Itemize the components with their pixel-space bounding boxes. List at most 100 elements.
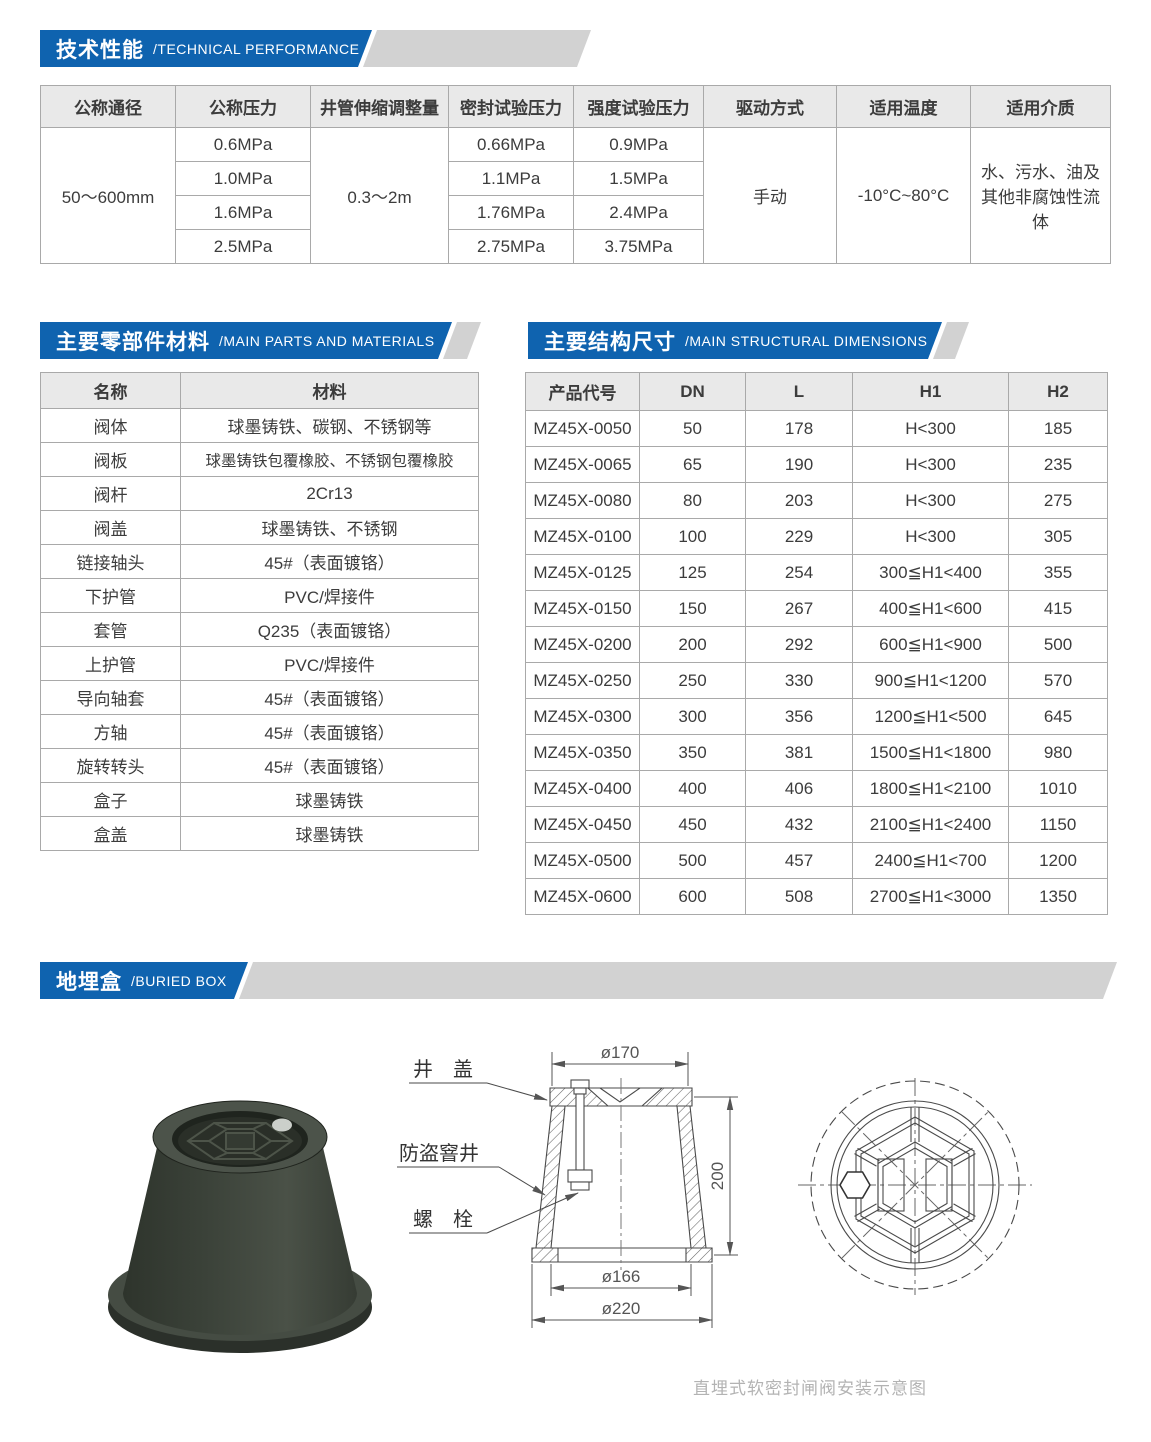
banner-title-en: /MAIN PARTS AND MATERIALS	[219, 332, 435, 349]
table-cell: 381	[745, 734, 853, 771]
table-row: MZ45X-0150 150 267 400≦H1<600 415	[525, 590, 1108, 627]
performance-table: 公称通径 公称压力 井管伸缩调整量 密封试验压力 强度试验压力 驱动方式 适用温…	[40, 85, 1111, 264]
table-row: 阀杆 2Cr13	[40, 476, 479, 511]
table-cell: 178	[745, 410, 853, 447]
table-cell: MZ45X-0500	[525, 842, 640, 879]
table-row: 阀板 球墨铸铁包覆橡胶、不锈钢包覆橡胶	[40, 442, 479, 477]
table-cell: 267	[745, 590, 853, 627]
label-well-cover: 井 盖	[409, 1058, 548, 1101]
table-cell: 300≦H1<400	[852, 554, 1009, 591]
table-cell: MZ45X-0065	[525, 446, 640, 483]
table-cell: 0.9MPa	[573, 127, 704, 162]
table-cell: 2400≦H1<700	[852, 842, 1009, 879]
table-cell: 0.66MPa	[448, 127, 574, 162]
table-cell: 600	[639, 878, 746, 915]
col-header: 适用温度	[836, 85, 971, 128]
table-cell: MZ45X-0200	[525, 626, 640, 663]
table-cell: 1500≦H1<1800	[852, 734, 1009, 771]
table-cell: 45#（表面镀铬）	[180, 748, 479, 783]
table-cell: 150	[639, 590, 746, 627]
table-row: MZ45X-0065 65 190 H<300 235	[525, 446, 1108, 483]
table-cell: 套管	[40, 612, 181, 647]
banner-title-zh: 地埋盒	[56, 970, 122, 994]
box-lid-web-pattern	[186, 1122, 294, 1160]
table-row: 阀体 球墨铸铁、碳钢、不锈钢等	[40, 408, 479, 443]
table-cell: 球墨铸铁包覆橡胶、不锈钢包覆橡胶	[180, 442, 479, 477]
table-cell: 415	[1008, 590, 1108, 627]
box-lid-hole	[272, 1118, 292, 1132]
table-cell: 250	[639, 662, 746, 699]
banner-blue-bar: 地埋盒 /BURIED BOX	[40, 962, 248, 999]
col-header: 强度试验压力	[573, 85, 704, 128]
table-cell: 80	[639, 482, 746, 519]
table-cell: 203	[745, 482, 853, 519]
materials-table: 名称 材料 阀体 球墨铸铁、碳钢、不锈钢等 阀板 球墨铸铁包覆橡胶、不锈钢包覆橡胶 …	[40, 372, 479, 851]
top-view-drawing	[798, 1078, 1032, 1295]
table-cell: 1.5MPa	[573, 161, 704, 196]
col-header: 驱动方式	[703, 85, 837, 128]
table-cell: 432	[745, 806, 853, 843]
col-header: 材料	[180, 372, 479, 409]
table-cell: 400	[639, 770, 746, 807]
table-cell: -10°C~80°C	[836, 127, 971, 264]
table-cell: MZ45X-0125	[525, 554, 640, 591]
table-cell: 0.6MPa	[175, 127, 311, 162]
table-cell: 1.6MPa	[175, 195, 311, 230]
table-cell: 50	[639, 410, 746, 447]
table-cell: 球墨铸铁、不锈钢	[180, 510, 479, 545]
bolt-detail	[567, 1079, 593, 1191]
table-cell: 457	[745, 842, 853, 879]
banner-gray-tail	[239, 962, 1117, 999]
table-row: 链接轴头 45#（表面镀铬）	[40, 544, 479, 579]
banner-title-en: /MAIN STRUCTURAL DIMENSIONS	[685, 332, 928, 349]
table-cell: 275	[1008, 482, 1108, 519]
table-cell: PVC/焊接件	[180, 646, 479, 681]
dim-height	[694, 1096, 738, 1256]
banner-gray-tail	[363, 30, 591, 67]
table-cell: 980	[1008, 734, 1108, 771]
table-row: 2.5MPa 2.75MPa 3.75MPa	[41, 229, 1111, 264]
table-cell: 1150	[1008, 806, 1108, 843]
table-cell: 254	[745, 554, 853, 591]
table-row: MZ45X-0250 250 330 900≦H1<1200 570	[525, 662, 1108, 699]
table-cell: 45#（表面镀铬）	[180, 680, 479, 715]
col-header: 井管伸缩调整量	[310, 85, 449, 128]
table-row: MZ45X-0080 80 203 H<300 275	[525, 482, 1108, 519]
table-cell: 下护管	[40, 578, 181, 613]
table-row: 50～600mm 0.6MPa 0.3～2m 0.66MPa 0.9MPa 手动…	[40, 127, 1111, 264]
table-cell: 方轴	[40, 714, 181, 749]
table-cell: 2.4MPa	[573, 195, 704, 230]
table-cell: 球墨铸铁、碳钢、不锈钢等	[180, 408, 479, 443]
table-cell: Q235（表面镀铬）	[180, 612, 479, 647]
table-cell: MZ45X-0100	[525, 518, 640, 555]
table-cell: 235	[1008, 446, 1108, 483]
table-row: MZ45X-0300 300 356 1200≦H1<500 645	[525, 698, 1108, 735]
table-row: 方轴 45#（表面镀铬）	[40, 714, 479, 749]
table-cell: 45#（表面镀铬）	[180, 714, 479, 749]
table-cell: 盒子	[40, 782, 181, 817]
table-cell: 2.75MPa	[448, 229, 574, 264]
table-row: 盒子 球墨铸铁	[40, 782, 479, 817]
table-cell: 1200≦H1<500	[852, 698, 1009, 735]
banner-title-en: /BURIED BOX	[131, 972, 227, 989]
table-cell: 阀板	[40, 442, 181, 477]
table-row: MZ45X-0350 350 381 1500≦H1<1800 980	[525, 734, 1108, 771]
table-cell: 2.5MPa	[175, 229, 311, 264]
dim-bottom-diameter	[531, 1264, 713, 1328]
table-cell: 356	[745, 698, 853, 735]
table-cell: 570	[1008, 662, 1108, 699]
banner-title-zh: 主要结构尺寸	[544, 330, 676, 354]
table-row: 盒盖 球墨铸铁	[40, 816, 479, 851]
table-cell: 1.1MPa	[448, 161, 574, 196]
table-row: MZ45X-0500 500 457 2400≦H1<700 1200	[525, 842, 1108, 879]
section-banner-dimensions: 主要结构尺寸 /MAIN STRUCTURAL DIMENSIONS	[528, 322, 969, 359]
buried-box-photo	[108, 1100, 372, 1353]
cross-section-drawing: ø170 200 ø166 ø220 井 盖 防盗窨井	[397, 1043, 738, 1328]
table-cell: 1.0MPa	[175, 161, 311, 196]
table-cell: 球墨铸铁	[180, 816, 479, 851]
table-cell: MZ45X-0350	[525, 734, 640, 771]
table-cell: 300	[639, 698, 746, 735]
table-row: 套管 Q235（表面镀铬）	[40, 612, 479, 647]
table-cell: H<300	[852, 482, 1009, 519]
